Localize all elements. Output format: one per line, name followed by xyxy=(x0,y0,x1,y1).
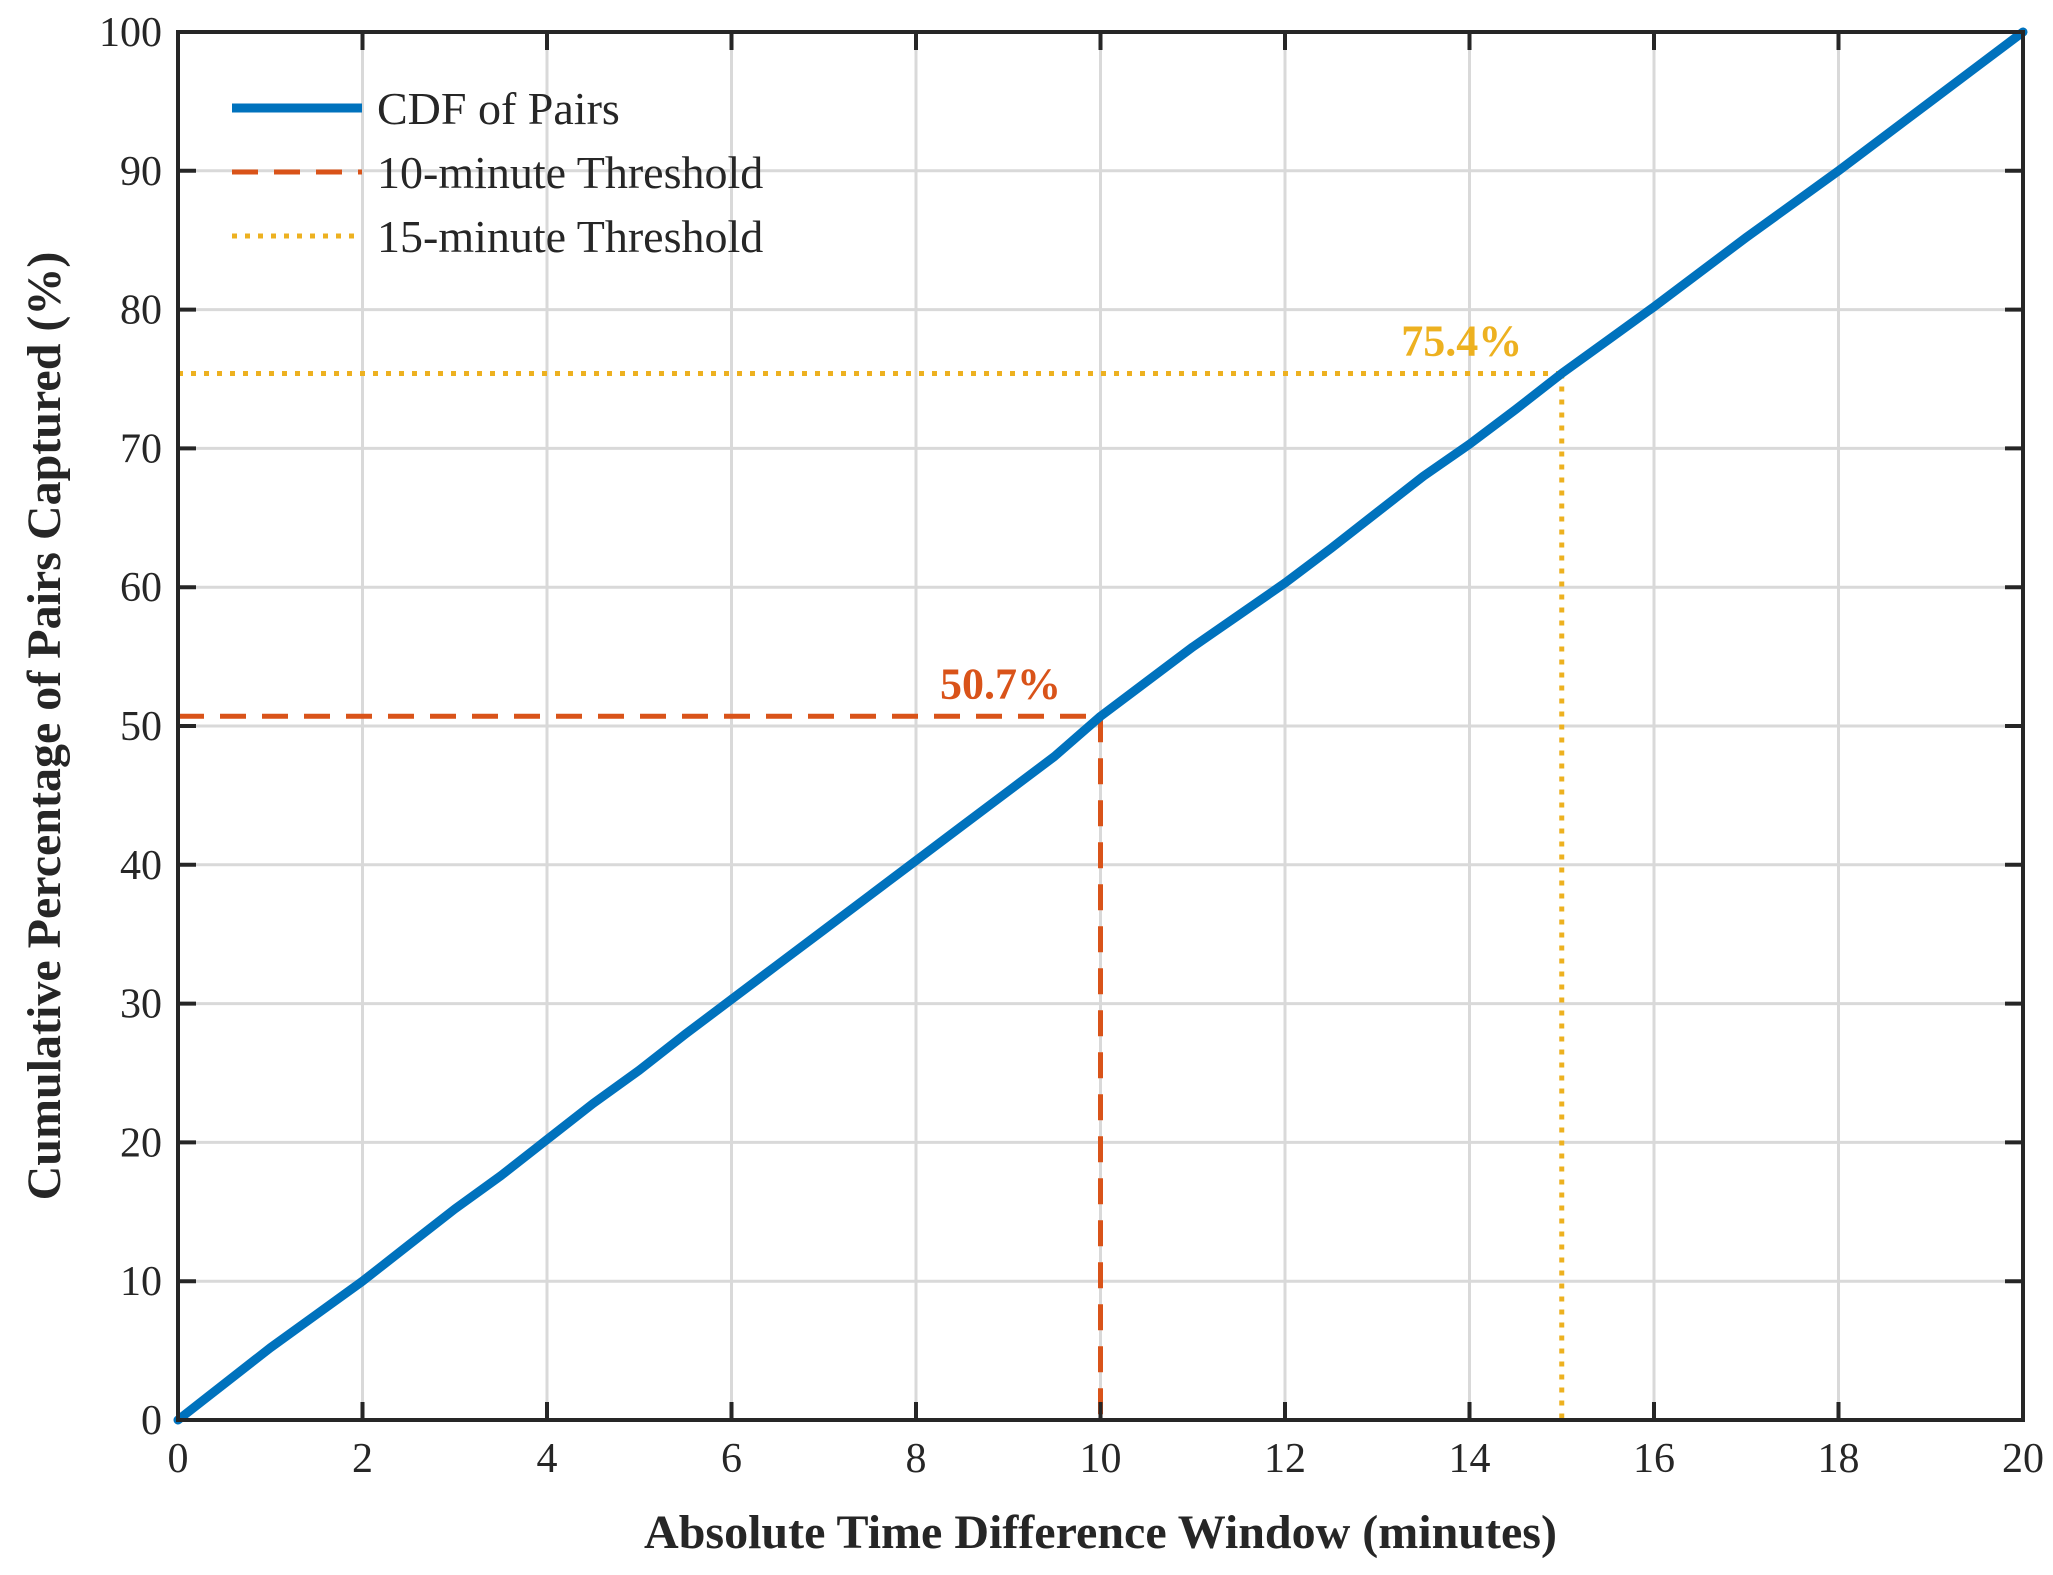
annotation-label-15min: 75.4% xyxy=(1401,316,1522,365)
x-tick-label: 18 xyxy=(1818,1436,1860,1482)
annotation-label-10min: 50.7% xyxy=(940,659,1061,708)
x-tick-label: 8 xyxy=(906,1436,927,1482)
y-tick-label: 10 xyxy=(120,1259,162,1305)
x-tick-label: 10 xyxy=(1080,1436,1122,1482)
y-tick-label: 50 xyxy=(120,704,162,750)
y-tick-label: 40 xyxy=(120,843,162,889)
x-tick-label: 4 xyxy=(537,1436,558,1482)
x-axis-title: Absolute Time Difference Window (minutes… xyxy=(644,1506,1557,1559)
cdf-series-line xyxy=(173,27,2028,1425)
y-tick-label: 60 xyxy=(120,565,162,611)
x-tick-label: 20 xyxy=(2002,1436,2044,1482)
y-tick-label: 100 xyxy=(99,10,162,56)
y-tick-label: 30 xyxy=(120,982,162,1028)
y-tick-label: 80 xyxy=(120,288,162,334)
x-tick-label: 16 xyxy=(1633,1436,1675,1482)
y-tick-label: 0 xyxy=(141,1398,162,1444)
x-tick-label: 14 xyxy=(1449,1436,1491,1482)
x-tick-label: 0 xyxy=(168,1436,189,1482)
legend-label-1: CDF of Pairs xyxy=(377,83,620,134)
y-axis-title: Cumulative Percentage of Pairs Captured … xyxy=(18,252,71,1201)
y-tick-label: 70 xyxy=(120,426,162,472)
x-tick-label: 6 xyxy=(721,1436,742,1482)
x-tick-label: 12 xyxy=(1264,1436,1306,1482)
legend-label-3: 15-minute Threshold xyxy=(377,211,763,262)
y-tick-label: 20 xyxy=(120,1120,162,1166)
x-tick-label: 2 xyxy=(352,1436,373,1482)
y-tick-label: 90 xyxy=(120,149,162,195)
legend-label-2: 10-minute Threshold xyxy=(377,147,763,198)
